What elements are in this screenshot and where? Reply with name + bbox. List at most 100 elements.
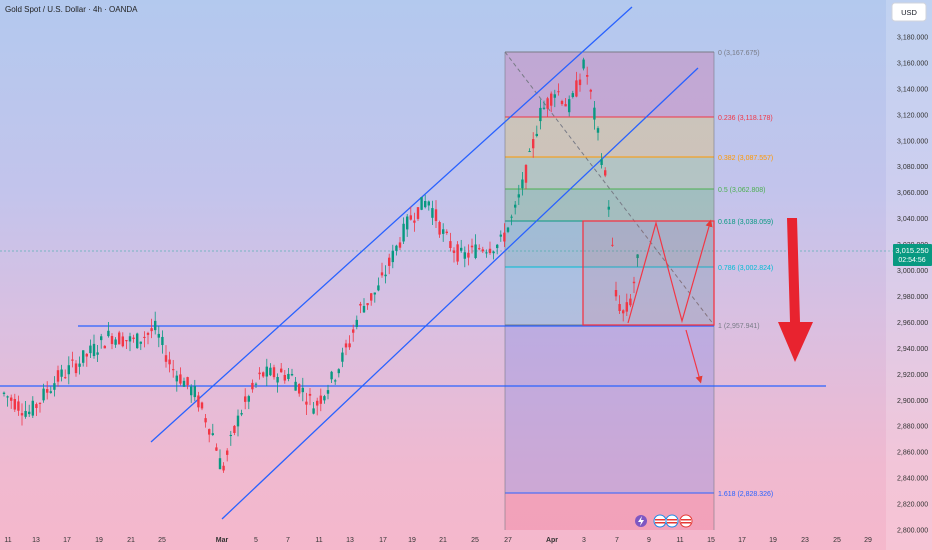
candle-body [82,350,85,363]
us-flag-icon-3 [679,514,693,528]
y-tick-label: 3,000.000 [897,268,928,275]
candle-body [204,418,207,423]
y-tick-label: 3,040.000 [897,216,928,223]
channel-lower-line [221,67,699,520]
x-tick-label: 17 [738,537,746,544]
candle-body [420,197,423,210]
candle-body [402,223,405,242]
candle-body [294,381,297,391]
candle-body [532,139,535,149]
candle-body [305,401,308,405]
candle-body [622,310,625,314]
candle-body [258,372,261,375]
candle-body [560,100,564,105]
candle-body [103,345,106,349]
x-tick-label: 21 [439,537,447,544]
y-tick-label: 2,920.000 [897,372,928,379]
fib-label-0236: 0.236 (3,118.178) [718,115,773,122]
lightning-glyph-icon [638,516,644,526]
candle-body [280,368,283,373]
fib-label-0618: 0.618 (3,038.059) [718,219,773,226]
candle-body [247,396,250,402]
x-tick-label: 27 [504,537,512,544]
candle-body [377,285,380,291]
candle-body [168,359,171,365]
candle-body [362,305,366,313]
candle-body [316,400,319,406]
candle-body [236,415,240,427]
x-tick-label: 25 [158,537,166,544]
candle-body [222,465,225,471]
candle-body [146,332,150,335]
candle-body [56,370,60,382]
x-tick-label: 11 [676,537,683,544]
candle-body [172,369,175,371]
y-tick-label: 3,140.000 [897,86,928,93]
candle-body [575,80,578,97]
candle-body [366,303,369,306]
candle-body [607,206,610,210]
x-tick-label: 13 [346,537,354,544]
candle-body [215,447,218,451]
candle-body [200,402,204,409]
candle-body [557,91,560,93]
candle-body [485,252,488,254]
candle-body [229,434,232,437]
candle-body [251,382,254,390]
y-tick-label: 2,900.000 [897,398,928,405]
candle-body [391,250,394,263]
candle-body [596,128,600,133]
candle-body [28,411,31,415]
fib-label-05: 0.5 (3,062.808) [718,187,765,194]
candle-body [604,170,607,176]
candle-body [89,345,92,354]
candle-body [571,93,574,98]
candle-body [125,340,128,342]
candle-body [618,304,621,311]
candle-body [506,227,510,232]
fib-label-0: 0 (3,167.675) [718,50,760,57]
x-tick-label: 7 [615,537,619,544]
time-axis: 11 13 17 19 21 25 Mar 5 7 11 13 17 19 21 25 27 Apr 3 7 9 11 1… [4,537,872,544]
x-tick-label: 11 [4,537,11,544]
candle-body [269,367,272,376]
y-tick-label: 2,820.000 [897,502,928,509]
candle-body [85,353,88,357]
candle-body [319,395,322,404]
candle-body [406,216,409,230]
candle-body [460,247,463,251]
candle-body [452,250,456,253]
fib-zone-0618-0786 [505,221,714,267]
candle-body [290,373,294,376]
candle-body [424,201,427,208]
candle-body [416,207,420,219]
event-icons[interactable] [635,514,693,528]
candle-body [74,363,78,374]
candle-body [244,396,247,402]
candle-body [553,94,556,98]
candle-body [470,245,474,248]
x-tick-label: 5 [254,537,258,544]
candle-body [301,387,304,393]
fib-zone-0786-1 [505,267,714,325]
y-tick-label: 2,800.000 [897,528,928,535]
candle-body [38,402,42,404]
candle-body [535,133,538,137]
candle-body [308,393,312,396]
candle-body [434,209,438,222]
x-tick-label: 15 [707,537,715,544]
x-tick-label: 17 [63,537,71,544]
fib-label-0382: 0.382 (3,087.557) [718,155,773,162]
candle-body [24,410,27,417]
candle-body [510,216,513,218]
channel-upper-line [150,6,633,443]
x-tick-label: 19 [95,537,103,544]
candle-body [384,274,387,277]
currency-button[interactable]: USD [891,2,927,22]
candle-body [514,204,517,208]
candle-body [341,352,344,362]
candle-body [503,232,506,242]
candle-body [632,281,636,284]
